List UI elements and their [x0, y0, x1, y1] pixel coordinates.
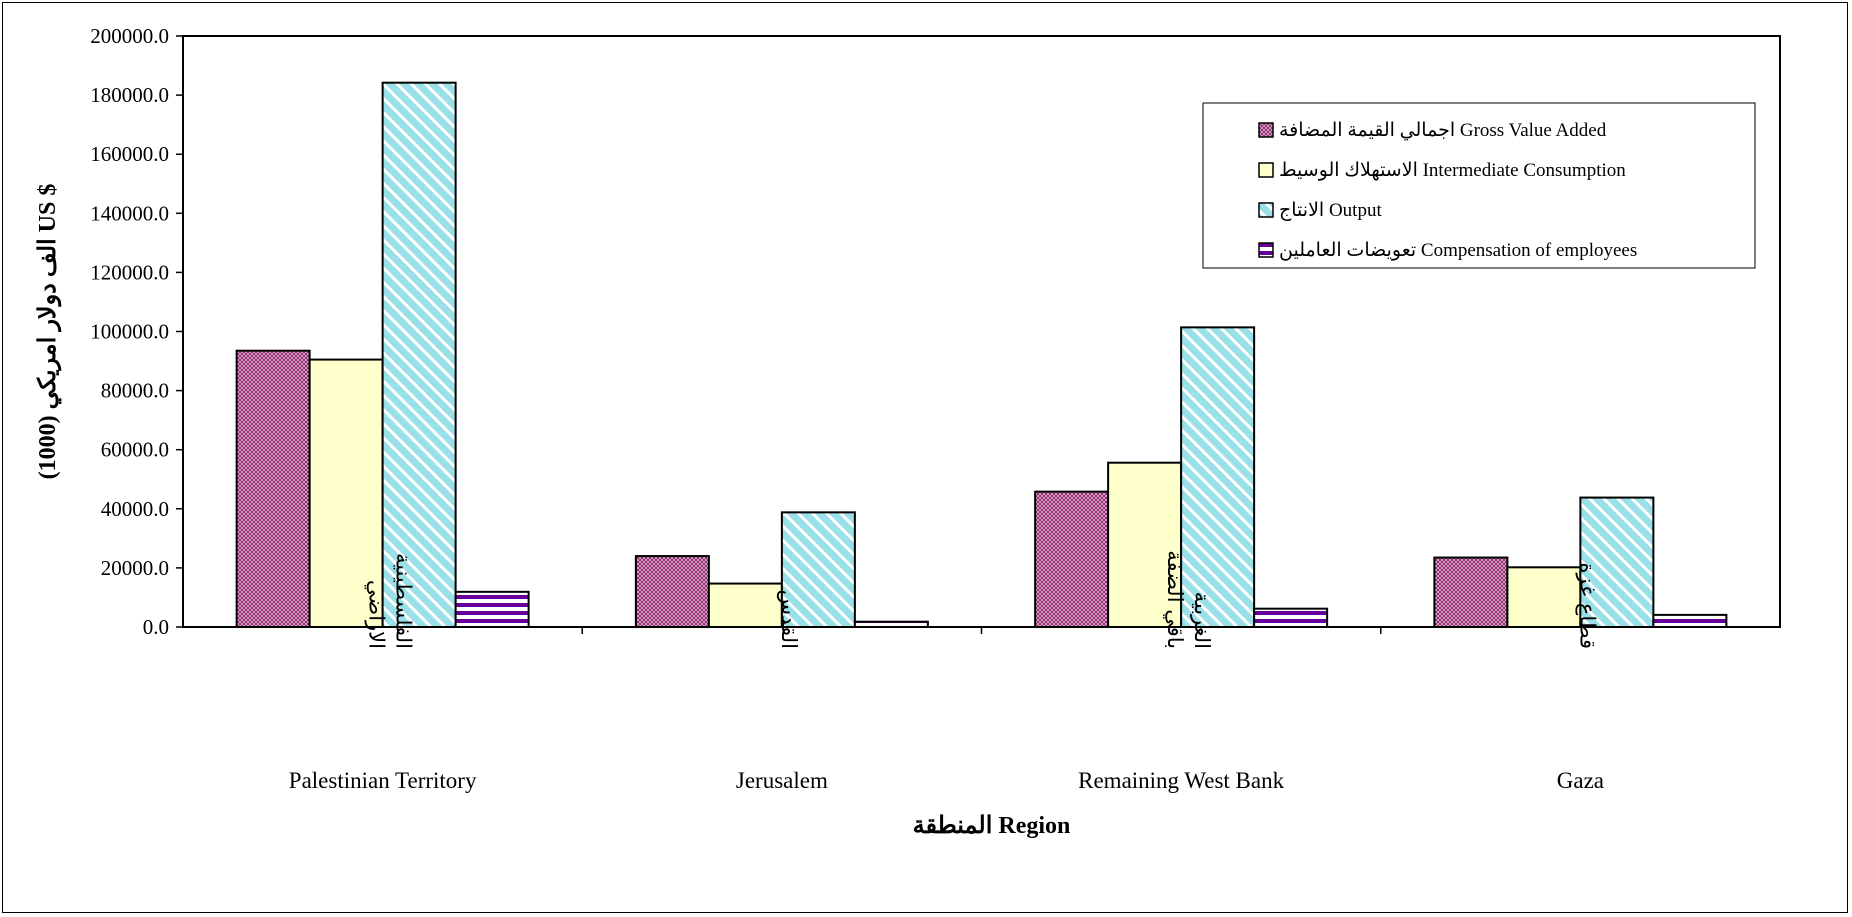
y-axis-ticks	[176, 35, 1382, 634]
plot-area	[182, 35, 1781, 628]
bar-2-2	[707, 582, 783, 629]
legend-label: الانتاج Output	[1279, 200, 1382, 221]
y-tick-labels: 0.0 20000.0 40000.0 60000.0 80000.0 100000.0 1…	[90, 24, 169, 639]
bar-2-4	[1506, 566, 1582, 629]
x-axis-title: المنطقة Region	[913, 813, 1071, 839]
y-tick-label: 20000.0	[101, 556, 169, 580]
x-category-label: Jerusalem	[736, 768, 828, 793]
y-tick-label: 40000.0	[101, 497, 169, 521]
y-axis-title: الف دولار امريكي (1000) US $	[35, 184, 62, 480]
x-category-label: Remaining West Bank	[1078, 768, 1284, 793]
y-tick-label: 200000.0	[90, 24, 169, 48]
y-tick-label: 80000.0	[101, 379, 169, 403]
legend-swatch	[1258, 242, 1274, 258]
x-category-label-ar: الاراضي	[364, 580, 389, 649]
x-category-label-ar: الغربية	[1189, 592, 1214, 649]
bar-3-1	[381, 81, 457, 628]
x-category-label-ar: الفلسطينية	[392, 553, 416, 649]
bar-1-1	[235, 349, 311, 628]
bar-4-3	[1253, 607, 1329, 629]
bar-2-3	[1107, 461, 1183, 628]
bar-1-4	[1433, 556, 1509, 628]
y-tick-label: 0.0	[143, 615, 169, 639]
legend-swatch	[1258, 202, 1274, 218]
legend-label: تعويضات العاملين Compensation of employe…	[1279, 240, 1637, 261]
bars-group	[235, 81, 1728, 629]
x-category-label-ar: قطاع غزة	[1574, 563, 1599, 649]
y-tick-label: 160000.0	[90, 142, 169, 166]
x-category-label-ar: باقي الضفة	[1163, 550, 1187, 649]
y-tick-label: 120000.0	[90, 260, 169, 284]
bar-4-1	[454, 590, 530, 629]
bar-1-2	[634, 555, 710, 629]
bar-3-4	[1579, 496, 1655, 629]
x-category-label-ar: القدس	[776, 589, 801, 649]
bar-3-3	[1180, 326, 1256, 628]
bar-chart: 0.0 20000.0 40000.0 60000.0 80000.0 100000.0 1…	[35, 24, 1781, 839]
legend-box	[1202, 102, 1756, 269]
x-category-label: Gaza	[1557, 768, 1604, 793]
y-tick-label: 140000.0	[90, 201, 169, 225]
legend: اجمالي القيمة المضافة Gross Value Added ا…	[1202, 102, 1756, 269]
legend-label: اجمالي القيمة المضافة Gross Value Added	[1279, 120, 1607, 141]
bar-1-3	[1034, 490, 1110, 629]
legend-label: الاستهلاك الوسيط Intermediate Consumptio…	[1279, 160, 1626, 181]
bar-4-4	[1652, 613, 1728, 629]
y-tick-label: 180000.0	[90, 83, 169, 107]
y-tick-label: 60000.0	[101, 438, 169, 462]
x-category-label: Palestinian Territory	[289, 768, 477, 793]
legend-swatch	[1258, 162, 1274, 178]
legend-swatch	[1258, 122, 1274, 138]
y-tick-label: 100000.0	[90, 320, 169, 344]
bar-3-2	[780, 511, 856, 629]
x-category-labels: Palestinian Territory الاراضي الفلسطينية Je…	[289, 550, 1604, 793]
